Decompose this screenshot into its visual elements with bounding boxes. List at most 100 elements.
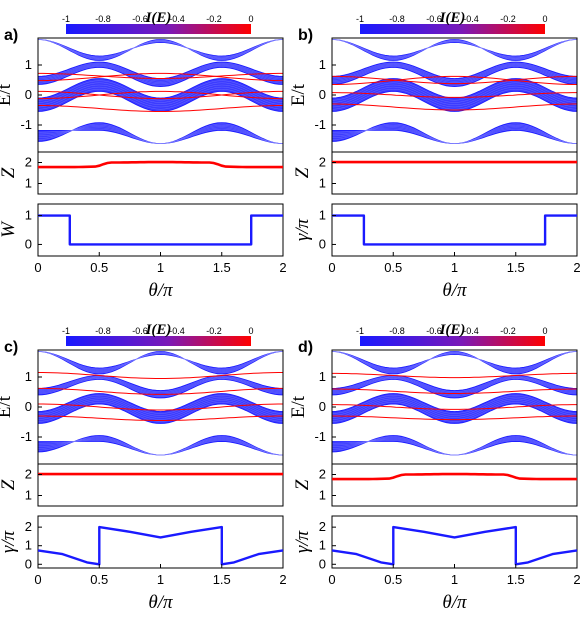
invariant-ytick-label: 1 [319, 208, 326, 223]
energy-band-subline [38, 377, 283, 396]
xtick-label: 0 [34, 572, 41, 587]
edge-state-line [332, 404, 577, 410]
invariant-ytick-label: 2 [319, 519, 326, 534]
invariant-ylabel: γ/π [292, 530, 313, 553]
colorbar-tick: -0.8 [389, 14, 405, 24]
energy-ytick-label: -1 [20, 429, 32, 444]
colorbar-tick: -0.8 [95, 14, 111, 24]
z2-ytick-label: 2 [25, 155, 32, 170]
invariant-ytick-label: 0 [319, 556, 326, 571]
energy-band3 [38, 375, 283, 399]
energy-band-subline [38, 351, 283, 374]
energy-ytick-label: 1 [319, 369, 326, 384]
energy-band-subline [332, 351, 577, 370]
energy-band-subline [332, 39, 577, 58]
colorbar-tick: -0.4 [169, 326, 185, 336]
energy-plot [332, 351, 577, 456]
invariant-ytick-label: 2 [25, 519, 32, 534]
invariant-ylabel: γ/π [0, 530, 19, 553]
invariant-line [332, 214, 577, 246]
energy-band-subline [38, 39, 283, 59]
energy-band-subline [38, 86, 283, 108]
edge-state-line [38, 387, 283, 395]
energy-band3 [332, 375, 577, 399]
energy-band-subline [332, 378, 577, 398]
colorbar-tick: -0.6 [132, 326, 148, 336]
colorbar [360, 336, 545, 346]
energy-band-subline [38, 88, 283, 110]
edge-state-line [332, 415, 577, 421]
energy-band-subline [38, 351, 283, 372]
energy-band4 [38, 39, 283, 61]
colorbar-tick: -0.4 [169, 14, 185, 24]
panel-d: d)I(E)-1 -0.8 -0.6 -0.4 -0.2 010-1E/t21Z210γ/… [288, 322, 581, 613]
energy-band-subline [332, 396, 577, 416]
xtick-label: 0.5 [90, 260, 108, 275]
edge-state-line [332, 372, 577, 379]
energy-band-subline [332, 82, 577, 103]
panel-letter: c) [4, 339, 18, 356]
invariant-ytick-label: 1 [319, 538, 326, 553]
xtick-label: 0 [328, 572, 335, 587]
energy-band-subline [332, 39, 577, 59]
energy-band-subline [38, 62, 283, 81]
energy-band3 [38, 61, 283, 88]
colorbar-tick: 0 [542, 326, 547, 336]
edge-state-line [38, 105, 283, 112]
energy-plot [332, 39, 577, 145]
xtick-label: 1 [157, 572, 164, 587]
invariant-ylabel: γ/π [292, 218, 313, 241]
colorbar-title: I(E) [439, 322, 466, 338]
xtick-label: 2 [279, 572, 286, 587]
energy-band-subline [332, 84, 577, 106]
colorbar-tick: -0.2 [500, 326, 516, 336]
energy-band-subline [38, 351, 283, 371]
energy-band1 [38, 435, 283, 456]
edge-state-line [332, 92, 577, 98]
colorbar-tick: -0.4 [463, 14, 479, 24]
invariant-ytick-label: 1 [25, 208, 32, 223]
z2-ytick-label: 1 [319, 176, 326, 191]
xtick-label: 1 [157, 260, 164, 275]
energy-ytick-label: -1 [20, 117, 32, 132]
z2-line [332, 472, 577, 481]
energy-ylabel: E/t [288, 395, 309, 418]
energy-band-subline [332, 80, 577, 101]
edge-state-line [38, 90, 283, 100]
colorbar-tick: -1 [356, 14, 364, 24]
colorbar-title: I(E) [145, 10, 172, 26]
energy-band-subline [38, 64, 283, 83]
energy-band-subline [38, 39, 283, 58]
energy-plot [38, 351, 283, 456]
z2-frame [37, 151, 284, 195]
energy-band-subline [332, 402, 577, 422]
z2-frame [331, 463, 578, 507]
edge-state-line [332, 388, 577, 394]
energy-band-subline [38, 440, 283, 456]
energy-band4 [332, 351, 577, 375]
energy-band-subline [38, 128, 283, 144]
z2-ytick-label: 1 [319, 488, 326, 503]
edge-state-line [38, 415, 283, 421]
z2-frame [37, 463, 284, 507]
xtick-label: 1 [451, 572, 458, 587]
energy-band-subline [332, 128, 577, 144]
xtick-label: 1.5 [507, 572, 525, 587]
invariant-frame [331, 203, 578, 257]
energy-band-subline [38, 65, 283, 85]
x-axis-label: θ/π [148, 280, 173, 301]
energy-ytick-label: 1 [25, 369, 32, 384]
x-axis-label: θ/π [442, 592, 467, 613]
xtick-label: 0.5 [384, 572, 402, 587]
energy-band-subline [332, 39, 577, 61]
panel-b: b)I(E)-1 -0.8 -0.6 -0.4 -0.2 010-1E/t21Z10γ/π… [288, 10, 581, 301]
energy-band1 [332, 435, 577, 456]
energy-ytick-label: 1 [319, 57, 326, 72]
edge-state-line [38, 372, 283, 379]
invariant-line [37, 525, 284, 566]
colorbar-tick: -1 [356, 326, 364, 336]
colorbar-tick: -0.2 [206, 326, 222, 336]
edge-state-line [38, 72, 283, 82]
colorbar-tick: -0.8 [389, 326, 405, 336]
